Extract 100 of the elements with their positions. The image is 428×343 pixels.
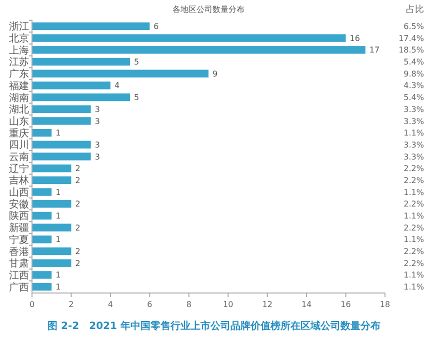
text: 2.2%	[404, 247, 424, 256]
x-tick-label: 2	[68, 300, 74, 309]
text: 2.2%	[404, 200, 424, 209]
data-label: 3	[94, 104, 100, 114]
bar	[32, 128, 52, 137]
data-label: 3	[94, 152, 100, 162]
y-tick-label: 四川	[9, 139, 29, 152]
x-tick-label: 12	[262, 300, 272, 309]
bar	[32, 70, 208, 78]
text: 3.3%	[404, 104, 424, 114]
data-label: 16	[350, 34, 360, 43]
y-tick-label: 江西	[9, 269, 29, 282]
y-tick-label: 上海	[9, 44, 29, 56]
x-tick-label: 6	[147, 300, 152, 309]
text: 4.3%	[404, 81, 424, 90]
y-tick-label: 北京	[9, 32, 29, 45]
data-label: 1	[56, 235, 61, 244]
y-tick-label: 吉林	[9, 174, 29, 187]
bar	[32, 105, 91, 113]
text: 1.1%	[404, 235, 424, 244]
data-label: 3	[94, 140, 100, 150]
bar	[32, 58, 130, 66]
text: 2.2%	[404, 258, 424, 268]
bar	[32, 247, 72, 256]
bar	[32, 93, 130, 102]
data-label: 2	[75, 223, 80, 232]
text: 1.1%	[404, 212, 424, 221]
y-tick-label: 广东	[9, 68, 29, 80]
text: 5.4%	[404, 93, 424, 102]
data-label: 1	[56, 282, 61, 292]
text: 1.1%	[404, 188, 424, 197]
text: 5.4%	[404, 58, 424, 67]
y-tick-label: 山东	[9, 115, 29, 128]
bar	[32, 152, 91, 160]
text: 17.4%	[398, 34, 424, 43]
data-label: 1	[56, 128, 61, 138]
chart-title: 各地区公司数量分布	[172, 5, 244, 14]
bar	[32, 236, 52, 244]
data-label: 3	[94, 116, 100, 126]
data-label: 2	[75, 247, 80, 256]
y-tick-label: 宁夏	[9, 234, 29, 246]
text: 1.1%	[404, 128, 424, 138]
bar	[32, 82, 110, 90]
text: 3.3%	[404, 116, 424, 126]
y-tick-label: 广西	[9, 281, 29, 294]
y-tick-label: 香港	[9, 246, 29, 258]
bar	[32, 176, 72, 184]
bar	[32, 164, 72, 172]
data-label: 2	[75, 200, 80, 209]
y-tick-label: 云南	[9, 151, 29, 163]
data-label: 17	[369, 46, 380, 55]
y-tick-label: 山西	[9, 186, 29, 199]
text: 9.8%	[404, 69, 424, 78]
y-tick-label: 安徽	[9, 198, 29, 210]
y-tick-label: 陕西	[9, 210, 29, 222]
text: 18.5%	[398, 46, 424, 55]
bar	[32, 271, 52, 279]
bar	[32, 200, 72, 208]
text: 2.2%	[404, 164, 424, 174]
bar	[32, 140, 91, 149]
data-label: 1	[56, 270, 61, 280]
y-tick-label: 福建	[9, 80, 29, 92]
x-tick-label: 10	[223, 300, 234, 309]
data-label: 4	[114, 81, 120, 90]
bar	[32, 34, 346, 42]
data-label: 6	[154, 22, 159, 32]
data-label: 1	[56, 212, 61, 221]
data-label: 1	[56, 188, 61, 197]
y-tick-label: 新疆	[9, 222, 29, 234]
x-tick-label: 14	[301, 300, 312, 309]
text: 3.3%	[404, 152, 424, 162]
text: 2.2%	[404, 176, 424, 185]
y-tick-label: 甘肃	[9, 258, 29, 270]
text: 1.1%	[404, 270, 424, 280]
bar	[32, 117, 91, 125]
text: 3.3%	[404, 140, 424, 150]
text: 6.5%	[404, 22, 424, 32]
caption: 图 2-2 2021 年中国零售行业上市公司品牌价值榜所在区域公司数量分布	[48, 320, 380, 332]
x-tick-label: 0	[29, 300, 35, 309]
bar	[32, 22, 150, 30]
data-label: 2	[75, 176, 80, 185]
text: 2.2%	[404, 223, 424, 232]
bar	[32, 188, 52, 196]
data-label: 2	[75, 258, 80, 268]
y-tick-label: 辽宁	[9, 162, 29, 175]
y-tick-label: 湖北	[9, 104, 29, 116]
y-tick-label: 湖南	[9, 92, 29, 104]
text: 占比	[406, 4, 424, 15]
x-tick-label: 4	[108, 300, 113, 309]
y-tick-label: 重庆	[9, 127, 29, 140]
x-tick-label: 8	[186, 300, 192, 309]
bar	[32, 259, 72, 267]
bar	[32, 282, 52, 291]
bar	[32, 212, 52, 220]
y-tick-label: 江苏	[9, 56, 29, 68]
data-label: 9	[212, 69, 218, 78]
text: 1.1%	[404, 282, 424, 292]
x-tick-label: 18	[380, 300, 390, 309]
data-label: 5	[134, 93, 140, 102]
bar	[32, 224, 72, 232]
